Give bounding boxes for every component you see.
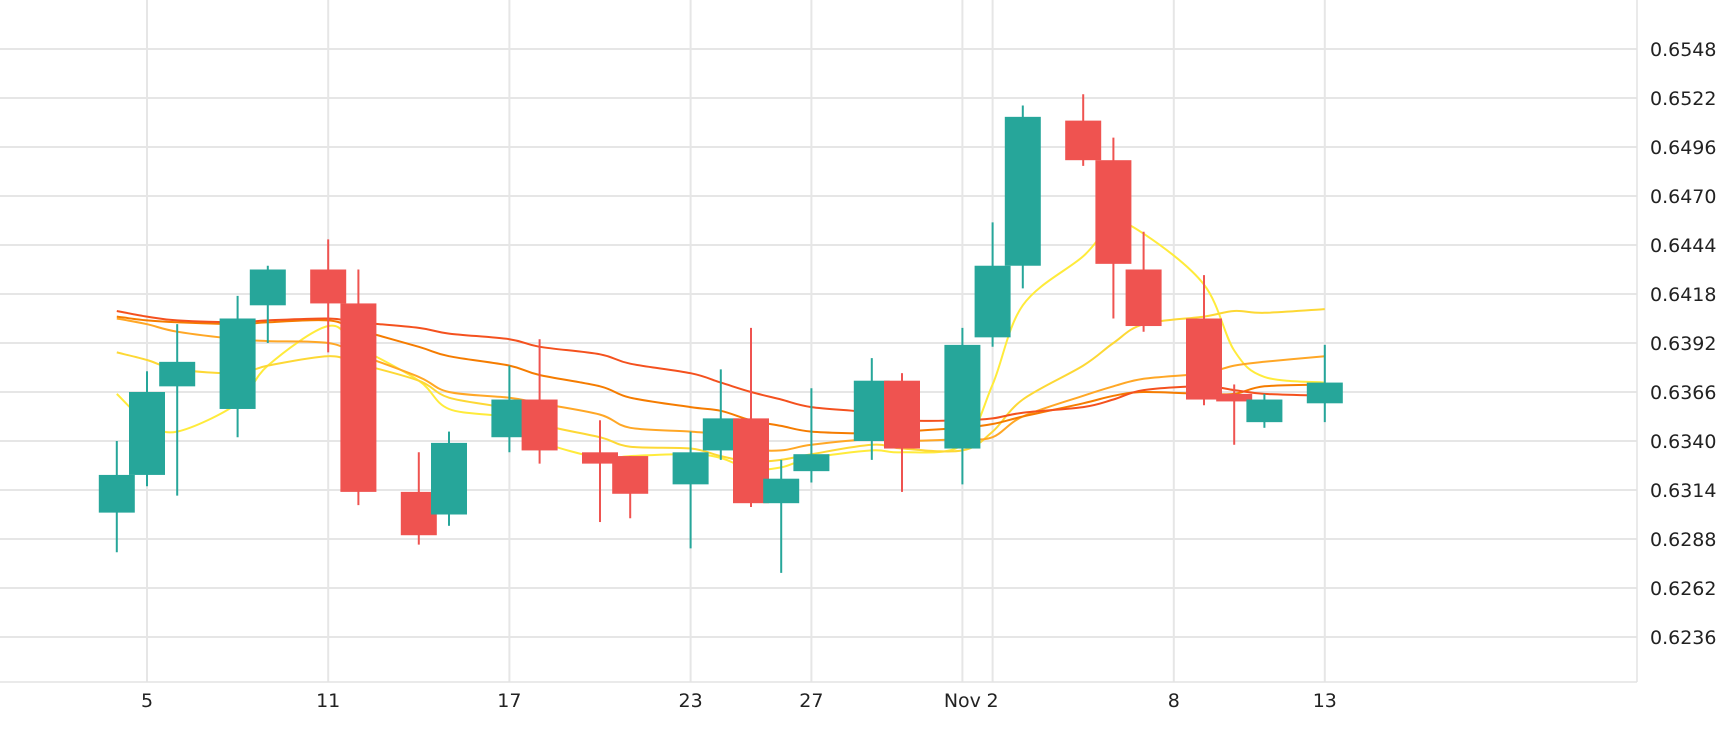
moving-average-line: [116, 315, 1325, 435]
candle: [944, 327, 981, 485]
candle-body: [219, 318, 256, 409]
candle: [1065, 94, 1102, 166]
candle-body: [129, 392, 165, 475]
candle: [159, 324, 196, 496]
candle-body: [98, 474, 135, 513]
x-tick-label: 23: [679, 690, 703, 712]
candle: [733, 327, 769, 507]
candle-body: [431, 442, 467, 515]
candle: [1095, 137, 1132, 319]
candle-body: [400, 491, 437, 536]
candle: [491, 365, 528, 453]
candle: [672, 431, 709, 549]
candle: [763, 459, 800, 573]
candle-body: [733, 418, 769, 504]
candle-body: [884, 380, 920, 449]
moving-average-line: [116, 310, 1325, 422]
y-tick-label: 0.6392: [1650, 333, 1716, 355]
candle: [793, 388, 830, 483]
y-tick-label: 0.6548: [1650, 39, 1716, 61]
x-tick-label: 11: [316, 690, 340, 712]
x-axis-labels: 5 11 17 23 27 Nov 2 8 13: [141, 690, 1337, 712]
y-tick-label: 0.6314: [1650, 480, 1716, 502]
y-tick-label: 0.6444: [1650, 235, 1716, 257]
candle: [400, 452, 437, 545]
candle: [129, 371, 165, 487]
candle: [853, 358, 890, 460]
x-tick-label: 5: [141, 690, 153, 712]
candle: [98, 441, 135, 553]
candle-body: [491, 399, 528, 438]
x-tick-label: 27: [799, 690, 823, 712]
candle-body: [793, 454, 830, 472]
candle-body: [159, 361, 196, 387]
candle: [1004, 105, 1041, 289]
candle-body: [763, 478, 800, 504]
candle-body: [702, 418, 739, 451]
y-tick-label: 0.6522: [1650, 88, 1716, 110]
y-tick-label: 0.6470: [1650, 186, 1716, 208]
candle-body: [1186, 318, 1222, 400]
candle-body: [944, 344, 981, 449]
candle: [884, 373, 920, 492]
candle: [340, 269, 377, 506]
candle-body: [1004, 116, 1041, 266]
candle: [1216, 384, 1253, 445]
candle-body: [672, 452, 709, 485]
candle-body: [1216, 393, 1253, 402]
x-tick-label: 2: [987, 690, 999, 712]
candle: [431, 431, 467, 526]
y-tick-label: 0.6262: [1650, 578, 1716, 600]
candles: [98, 94, 1343, 573]
y-tick-label: 0.6366: [1650, 382, 1716, 404]
x-tick-label: 17: [497, 690, 521, 712]
candle-body: [249, 269, 286, 306]
candle: [1186, 275, 1222, 406]
y-axis-labels: 0.6548 0.6522 0.6496 0.6470 0.6444 0.6418 0.63…: [1650, 39, 1716, 649]
candle-body: [521, 399, 558, 451]
candle: [1125, 231, 1162, 332]
candle-body: [582, 452, 618, 464]
candle: [1246, 393, 1283, 428]
candle-body: [1246, 399, 1283, 423]
candle-body: [853, 380, 890, 441]
candle: [1306, 344, 1343, 423]
candle-body: [612, 456, 649, 494]
candle: [249, 265, 286, 343]
candle-body: [1095, 160, 1132, 264]
candle-body: [974, 265, 1011, 338]
candle-body: [1306, 382, 1343, 404]
candle: [974, 222, 1011, 347]
candle: [219, 295, 256, 438]
y-tick-label: 0.6340: [1650, 431, 1716, 453]
horizontal-gridlines: [0, 48, 1637, 638]
y-tick-label: 0.6236: [1650, 627, 1716, 649]
x-tick-label: 13: [1313, 690, 1337, 712]
candle: [702, 369, 739, 460]
candle-body: [1125, 269, 1162, 327]
y-tick-label: 0.6496: [1650, 137, 1716, 159]
candle-body: [1065, 120, 1102, 161]
candle: [612, 456, 649, 519]
candle: [521, 339, 558, 464]
y-tick-label: 0.6288: [1650, 529, 1716, 551]
x-tick-label: Nov: [944, 690, 981, 712]
candle-body: [340, 303, 377, 492]
candle: [310, 239, 347, 353]
x-tick-label: 8: [1168, 690, 1180, 712]
candle: [582, 420, 618, 523]
y-tick-label: 0.6418: [1650, 284, 1716, 306]
vertical-gridlines: [146, 0, 1326, 682]
candle-body: [310, 269, 347, 304]
